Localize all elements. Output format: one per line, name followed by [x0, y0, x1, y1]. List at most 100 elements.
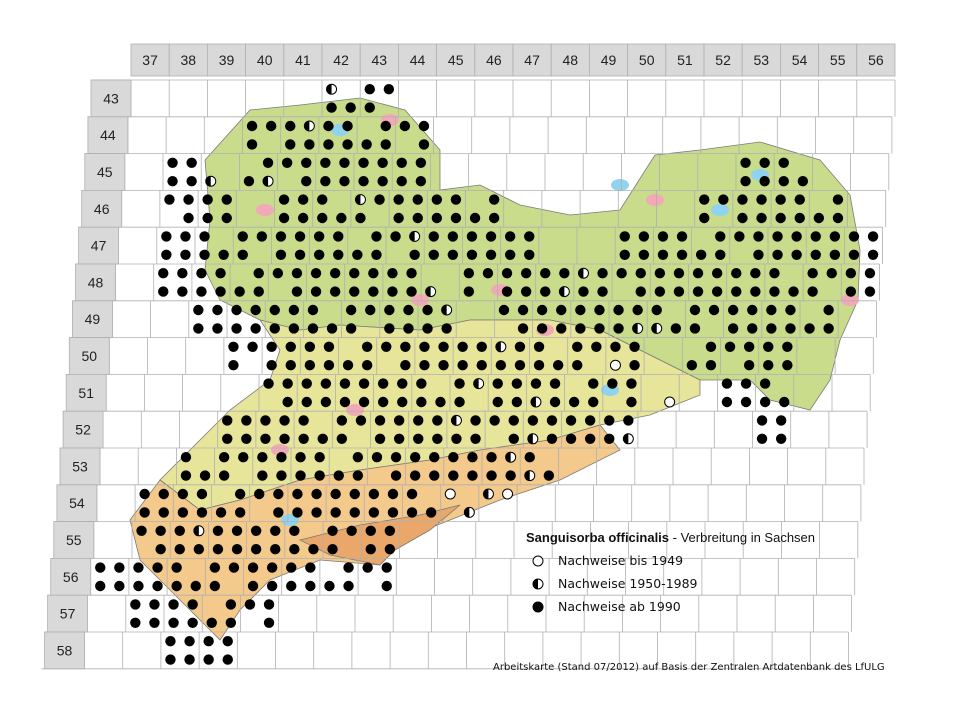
occurrence-full-42-44-3 [342, 139, 353, 150]
occurrence-full-41-48-0 [272, 268, 284, 279]
col-header-bg-40 [245, 43, 285, 77]
water-area-13 [281, 514, 299, 526]
occurrence-full-41-55-0 [250, 525, 262, 536]
occurrence-full-45-54-0 [406, 488, 418, 500]
occurrence-full-42-54-1 [311, 488, 322, 500]
occurrence-full-53-48-0 [731, 268, 742, 279]
occurrence-full-44-54-0 [368, 488, 380, 500]
urban-area-5 [646, 194, 664, 206]
occurrence-full-40-44-0 [246, 120, 258, 132]
occurrence-full-45-49-0 [422, 304, 433, 316]
row-header-bg-55 [53, 521, 95, 559]
occurrence-full-46-53-0 [448, 452, 459, 463]
occurrence-full-39-48-3 [215, 286, 226, 297]
occurrence-full-43-45-0 [358, 157, 369, 168]
occurrence-full-46-50-0 [457, 341, 468, 352]
occurrence-full-42-48-2 [310, 286, 322, 297]
occurrence-full-47-51-3 [511, 396, 523, 408]
row-header-bg-51 [65, 373, 107, 412]
occurrence-full-39-49-2 [193, 323, 204, 334]
row-header-51: 51 [78, 385, 94, 401]
occurrence-full-46-46-3 [488, 212, 500, 224]
occurrence-full-41-53-1 [276, 452, 287, 463]
occurrence-full-44-54-1 [387, 488, 399, 500]
occurrence-half-42-43-0 [326, 83, 338, 95]
legend-label-half: Nachweise 1950-1989 [558, 576, 698, 591]
occurrence-full-53-45-1 [759, 157, 770, 168]
occurrence-half-49-48-0 [577, 267, 589, 279]
occurrence-full-43-43-0 [364, 84, 375, 95]
occurrence-full-40-55-1 [231, 525, 243, 536]
occurrence-full-55-46-1 [832, 194, 844, 205]
occurrence-full-53-48-3 [750, 286, 761, 297]
occurrence-full-46-50-1 [476, 341, 487, 352]
occurrence-full-38-54-2 [139, 507, 150, 518]
occurrence-full-43-51-0 [339, 378, 351, 389]
water-area-9 [611, 179, 629, 191]
occurrence-full-39-48-2 [196, 286, 207, 297]
occurrence-full-53-46-1 [756, 194, 767, 205]
occurrence-full-47-50-3 [514, 360, 526, 371]
occurrence-full-38-47-2 [161, 249, 172, 260]
occurrence-full-46-53-2 [448, 470, 459, 481]
occurrence-full-40-47-0 [237, 231, 248, 242]
occurrence-full-48-53-0 [524, 452, 535, 463]
occurrence-full-39-55-2 [174, 544, 185, 555]
occurrence-full-56-47-3 [867, 249, 879, 260]
occurrence-full-41-48-3 [291, 286, 303, 297]
occurrence-full-41-51-0 [263, 378, 274, 389]
col-header-44: 44 [410, 52, 426, 68]
occurrence-full-43-44-3 [380, 139, 391, 150]
occurrence-full-50-48-0 [616, 268, 627, 279]
occurrence-full-40-57-3 [225, 617, 237, 628]
row-header-bg-56 [50, 558, 92, 596]
occurrence-full-38-57-0 [130, 599, 141, 610]
occurrence-full-45-51-2 [416, 396, 427, 408]
occurrence-full-41-57-3 [263, 617, 275, 628]
col-header-38: 38 [181, 52, 197, 68]
occurrence-full-38-56-0 [133, 562, 144, 573]
occurrence-full-40-50-0 [228, 341, 239, 352]
occurrence-full-50-49-1 [632, 304, 643, 316]
occurrence-full-51-48-0 [654, 268, 666, 279]
occurrence-full-42-46-3 [336, 212, 347, 224]
occurrence-half-46-51-1 [473, 378, 485, 390]
col-header-bg-43 [359, 43, 399, 77]
open-circle-icon [532, 555, 544, 566]
source-credit: Arbeitskarte (Stand 07/2012) auf Basis d… [493, 662, 885, 673]
occurrence-full-40-56-1 [228, 562, 240, 573]
occurrence-full-38-57-3 [149, 617, 160, 628]
occurrence-full-50-52-1 [623, 415, 634, 426]
occurrence-full-38-54-3 [158, 507, 169, 518]
occurrence-full-40-58-2 [203, 654, 214, 665]
occurrence-full-51-48-2 [654, 286, 666, 297]
occurrence-full-47-51-2 [492, 396, 503, 408]
occurrence-full-43-56-3 [343, 580, 354, 592]
occurrence-full-54-48-2 [769, 286, 780, 297]
column-headers: 37 38 39 40 41 42 43 44 45 46 47 48 49 50 51 52 53 54 55 56 [130, 43, 896, 77]
occurrence-full-43-56-1 [343, 562, 354, 573]
legend-subtitle: - Verbreitung in Sachsen [669, 530, 816, 545]
occurrence-full-47-50-1 [514, 341, 526, 352]
occurrence-full-46-52-3 [470, 433, 481, 444]
occurrence-full-38-46-3 [183, 212, 194, 224]
occurrence-full-40-50-1 [247, 341, 258, 352]
occurrence-full-44-45-0 [396, 157, 407, 168]
col-header-bg-45 [436, 43, 476, 77]
occurrence-full-42-45-0 [320, 157, 331, 168]
occurrence-full-49-48-1 [597, 268, 608, 279]
occurrence-full-45-54-2 [406, 507, 418, 518]
occurrence-full-54-52-2 [756, 433, 768, 444]
row-header-bg-53 [59, 447, 101, 486]
occurrence-full-38-57-2 [130, 617, 141, 628]
occurrence-full-39-54-2 [177, 507, 189, 518]
occurrence-full-41-50-0 [266, 341, 277, 352]
occurrence-full-46-46-1 [488, 194, 500, 205]
occurrence-full-41-47-3 [294, 249, 306, 260]
occurrence-full-54-49-3 [785, 323, 796, 334]
row-header-bg-49 [72, 300, 113, 338]
occurrence-full-43-47-3 [371, 249, 382, 260]
occurrence-full-43-55-0 [327, 525, 338, 536]
occurrence-full-41-44-0 [285, 120, 296, 132]
occurrence-full-44-51-1 [397, 378, 408, 389]
